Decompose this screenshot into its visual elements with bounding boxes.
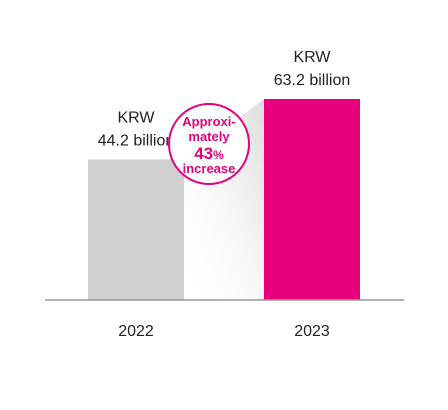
badge-line-2: mately (188, 129, 230, 144)
badge-percent: 43% (194, 144, 224, 163)
badge-line-1: Approxi- (182, 114, 235, 129)
increase-badge-circle (168, 103, 250, 185)
x-tick-2022: 2022 (118, 323, 154, 340)
x-tick-2023: 2023 (294, 323, 330, 340)
badge-number: 43 (194, 144, 213, 163)
badge-tail: increase (183, 161, 236, 176)
value-label-2023-amount: 63.2 billion (274, 72, 351, 89)
badge-unit: % (213, 148, 224, 162)
value-label-2022-amount: 44.2 billion (98, 132, 175, 149)
bar-2022 (88, 159, 184, 300)
bar-2023 (264, 99, 360, 300)
value-label-2022-currency: KRW (117, 109, 155, 126)
increase-badge: Approxi- mately 43% increase (168, 103, 250, 185)
value-label-2023-currency: KRW (293, 49, 331, 66)
